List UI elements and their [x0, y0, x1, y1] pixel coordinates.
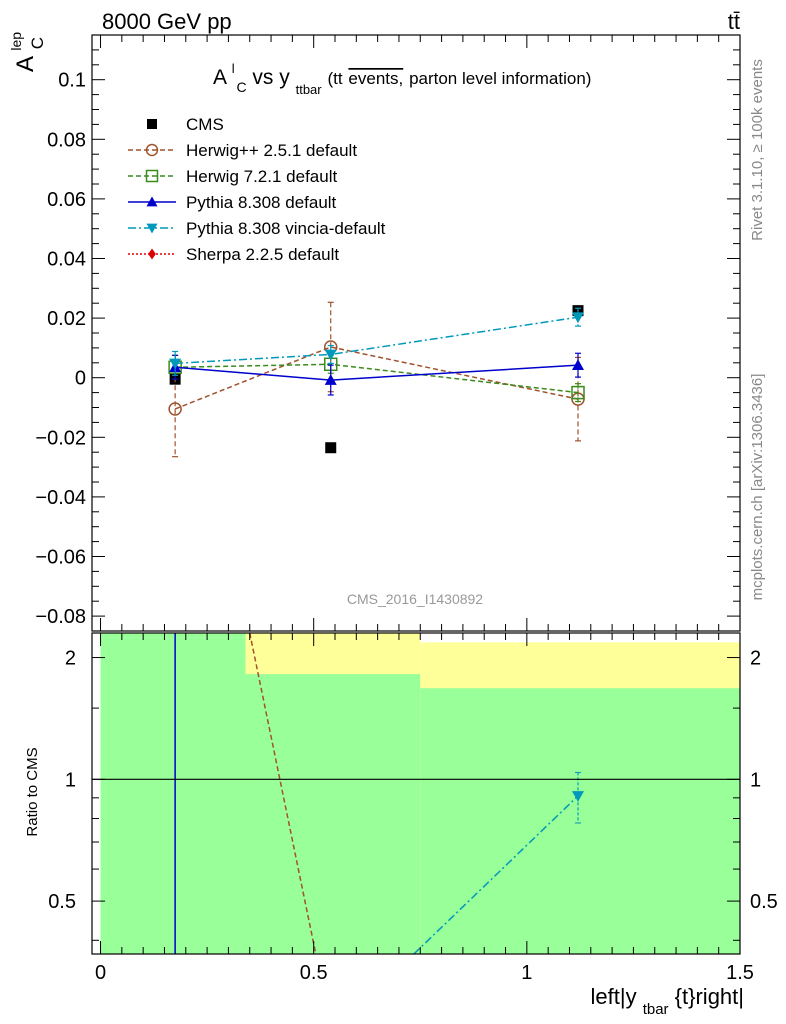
band-inner — [100, 633, 246, 954]
data-point-vincia — [169, 358, 182, 370]
series-line-vincia — [175, 316, 579, 365]
series-herwig25 — [168, 301, 585, 458]
ratio-axis-ticks: 0.5 0.5 1 1 2 2 0 0.5 1 1.5 — [48, 633, 778, 984]
data-point-vincia — [572, 312, 584, 324]
main-y-axis-ticks: −0.08 −0.06 −0.04 −0.02 0 0.02 0.04 0.06 0.08 0.1 — [35, 34, 741, 632]
series-cms — [169, 305, 584, 454]
ratio-plot-frame — [91, 632, 741, 955]
title-observable-sup: l — [232, 61, 235, 76]
main-y-axis-label: A lep C — [0, 25, 47, 72]
main-y-tick-label: 0.06 — [47, 189, 86, 211]
main-y-tick-label: 0.02 — [47, 308, 86, 330]
y-axis-label-main: A — [12, 56, 39, 72]
title-overline-text: events, — [348, 69, 403, 88]
title-vs: vs y — [252, 66, 290, 89]
ratio-plot-panel: 0.5 0.5 1 1 2 2 0 0.5 1 1.5 Ratio to CMS left|y t… — [24, 632, 778, 1019]
ratio-plot-series — [174, 632, 584, 955]
main-plot-series — [168, 301, 585, 458]
legend-label-cms: CMS — [186, 115, 224, 134]
legend-item-herwig72: Herwig 7.2.1 default — [128, 167, 337, 186]
legend-label-herwig72: Herwig 7.2.1 default — [186, 167, 337, 186]
y-axis-label-sub: C — [28, 37, 47, 49]
ratio-y-tick-label: 2 — [65, 648, 76, 670]
ratio-x-tick-label: 1 — [521, 962, 532, 984]
data-point-pythia — [324, 374, 337, 385]
data-point-pythia — [572, 359, 584, 370]
data-point-herwig25 — [168, 402, 182, 416]
data-point-cms — [325, 442, 337, 454]
main-y-tick-label: 0 — [75, 368, 86, 390]
main-y-tick-label: 0.08 — [47, 129, 86, 151]
band-inner — [245, 674, 421, 954]
data-point-herwig72 — [571, 385, 585, 400]
main-plot-panel: −0.08 −0.06 −0.04 −0.02 0 0.02 0.04 0.06 0.08 0.1… — [0, 25, 741, 632]
ratio-y-tick-label-right: 0.5 — [750, 891, 778, 913]
title-rest: parton level information) — [409, 69, 591, 88]
ratio-y-tick-label-right: 1 — [750, 769, 761, 791]
main-plot-title: A l C vs y ttbar (tt events, parton leve… — [213, 55, 591, 99]
title-observable-sub: C — [236, 79, 246, 95]
data-point-vincia — [324, 349, 337, 361]
series-herwig72 — [168, 354, 585, 403]
legend-marker-vincia — [146, 223, 158, 234]
legend-marker-cms — [147, 119, 157, 129]
legend-label-sherpa: Sherpa 2.2.5 default — [186, 245, 339, 264]
header-energy-label: 8000 GeV pp — [102, 9, 232, 34]
ratio-y-axis-label: Ratio to CMS — [24, 747, 41, 836]
ratio-x-axis-label: left|y tbar {t}right| — [591, 984, 745, 1019]
legend-marker-pythia — [146, 196, 158, 207]
title-paren-open: (tt — [327, 69, 342, 88]
main-y-tick-label: 0.04 — [47, 249, 86, 271]
legend-label-herwig25: Herwig++ 2.5.1 default — [186, 141, 357, 160]
ratio-x-tick-label: 0 — [95, 962, 106, 984]
x-axis-label-a: left|y — [591, 984, 637, 1009]
title-observable: A — [213, 66, 227, 89]
x-axis-label-sub: tbar — [643, 1001, 669, 1018]
ratio-y-tick-label: 0.5 — [48, 891, 76, 913]
legend-item-sherpa: Sherpa 2.2.5 default — [128, 245, 339, 264]
ratio-series-herwig25 — [249, 632, 317, 955]
legend-marker-sherpa — [148, 248, 156, 260]
mcplots-reference-label: mcplots.cern.ch [arXiv:1306.3436] — [749, 374, 766, 601]
main-y-tick-label: 0.1 — [58, 70, 86, 92]
rivet-version-label: Rivet 3.1.10, ≥ 100k events — [749, 59, 766, 241]
ratio-x-tick-label: 0.5 — [300, 962, 328, 984]
series-pythia — [169, 352, 584, 396]
legend-marker-herwig72 — [145, 169, 159, 183]
legend-item-vincia: Pythia 8.308 vincia-default — [128, 219, 386, 238]
header-process-label: tt̄ — [728, 9, 740, 34]
ratio-y-tick-label-right: 2 — [750, 648, 761, 670]
series-line-pythia — [175, 364, 579, 381]
legend-label-pythia: Pythia 8.308 default — [186, 193, 337, 212]
legend-item-cms: CMS — [147, 115, 224, 134]
ratio-y-tick-label: 1 — [65, 769, 76, 791]
ratio-point-vincia — [572, 791, 584, 802]
ratio-uncertainty-bands — [100, 633, 740, 954]
legend-item-pythia: Pythia 8.308 default — [128, 193, 337, 212]
title-vs-sub: ttbar — [296, 82, 323, 97]
main-y-tick-label: −0.04 — [35, 487, 86, 509]
main-y-tick-label: −0.08 — [35, 606, 86, 628]
main-y-tick-label: −0.06 — [35, 547, 86, 569]
legend-label-vincia: Pythia 8.308 vincia-default — [186, 219, 386, 238]
x-axis-label-b: {t}right| — [675, 984, 744, 1009]
ratio-line-herwig25 — [249, 632, 317, 955]
ratio-x-tick-label: 1.5 — [726, 962, 754, 984]
ratio-line-vincia — [413, 795, 579, 955]
legend-marker-herwig25 — [145, 143, 159, 157]
ratio-series-vincia — [413, 771, 584, 955]
legend: CMS Herwig++ 2.5.1 default Herwig 7.2.1 de… — [128, 115, 386, 264]
series-vincia — [169, 307, 584, 376]
analysis-watermark: CMS_2016_I1430892 — [347, 591, 483, 607]
band-inner — [420, 688, 740, 954]
y-axis-label-sup: lep — [8, 32, 24, 51]
legend-item-herwig25: Herwig++ 2.5.1 default — [128, 141, 357, 160]
main-y-tick-label: −0.02 — [35, 427, 86, 449]
